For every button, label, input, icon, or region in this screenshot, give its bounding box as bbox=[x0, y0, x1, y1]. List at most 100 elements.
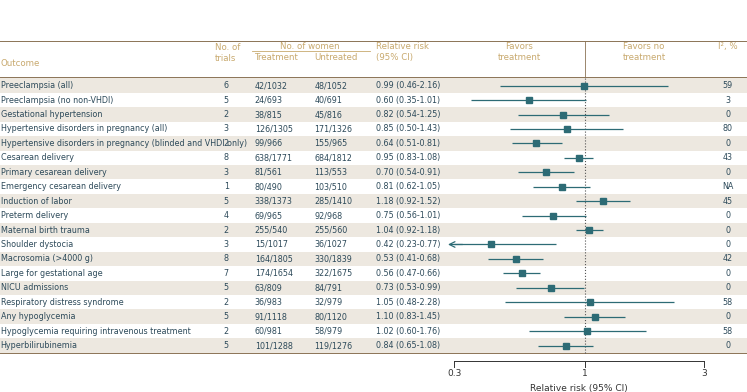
Text: Untreated: Untreated bbox=[314, 53, 358, 62]
Text: 5: 5 bbox=[224, 96, 229, 105]
Text: 99/966: 99/966 bbox=[255, 139, 283, 148]
Text: Any hypoglycemia: Any hypoglycemia bbox=[1, 312, 75, 321]
Text: Cesarean delivery: Cesarean delivery bbox=[1, 153, 74, 162]
Text: 0: 0 bbox=[725, 168, 730, 177]
Text: 1: 1 bbox=[224, 182, 229, 191]
Text: Relative risk: Relative risk bbox=[376, 42, 429, 51]
Text: 8: 8 bbox=[224, 153, 229, 162]
Text: Hypertensive disorders in pregnancy (all): Hypertensive disorders in pregnancy (all… bbox=[1, 124, 167, 133]
Text: 174/1654: 174/1654 bbox=[255, 269, 293, 278]
Text: 38/815: 38/815 bbox=[255, 110, 282, 119]
Text: 80: 80 bbox=[722, 124, 733, 133]
Text: 638/1771: 638/1771 bbox=[255, 153, 293, 162]
Text: 2: 2 bbox=[224, 225, 229, 234]
Text: 0: 0 bbox=[725, 240, 730, 249]
Bar bbox=[0, 78, 747, 93]
Text: 103/510: 103/510 bbox=[314, 182, 347, 191]
Text: 92/968: 92/968 bbox=[314, 211, 343, 220]
Text: 0: 0 bbox=[725, 139, 730, 148]
Text: 0: 0 bbox=[725, 283, 730, 292]
Text: 164/1805: 164/1805 bbox=[255, 254, 293, 263]
Text: 338/1373: 338/1373 bbox=[255, 197, 293, 206]
Text: Gestational hypertension: Gestational hypertension bbox=[1, 110, 102, 119]
Text: 48/1052: 48/1052 bbox=[314, 81, 347, 90]
Text: Macrosomia (>4000 g): Macrosomia (>4000 g) bbox=[1, 254, 93, 263]
Text: Hypertensive disorders in pregnancy (blinded and VHDI only): Hypertensive disorders in pregnancy (bli… bbox=[1, 139, 247, 148]
Text: 58: 58 bbox=[722, 298, 733, 307]
Text: 113/553: 113/553 bbox=[314, 168, 347, 177]
Text: 0.84 (0.65-1.08): 0.84 (0.65-1.08) bbox=[376, 341, 440, 350]
Text: NICU admissions: NICU admissions bbox=[1, 283, 68, 292]
Text: 0: 0 bbox=[725, 211, 730, 220]
Text: 126/1305: 126/1305 bbox=[255, 124, 293, 133]
Text: 63/809: 63/809 bbox=[255, 283, 282, 292]
Text: (95% CI): (95% CI) bbox=[376, 53, 413, 62]
Text: 1.04 (0.92-1.18): 1.04 (0.92-1.18) bbox=[376, 225, 440, 234]
Text: 6: 6 bbox=[224, 81, 229, 90]
Text: Large for gestational age: Large for gestational age bbox=[1, 269, 102, 278]
Text: 36/983: 36/983 bbox=[255, 298, 282, 307]
Text: 0.53 (0.41-0.68): 0.53 (0.41-0.68) bbox=[376, 254, 440, 263]
Text: Induction of labor: Induction of labor bbox=[1, 197, 72, 206]
Text: 1.10 (0.83-1.45): 1.10 (0.83-1.45) bbox=[376, 312, 440, 321]
Text: 5: 5 bbox=[224, 283, 229, 292]
Text: 1.18 (0.92-1.52): 1.18 (0.92-1.52) bbox=[376, 197, 440, 206]
Text: 0.64 (0.51-0.81): 0.64 (0.51-0.81) bbox=[376, 139, 440, 148]
Text: 0: 0 bbox=[725, 341, 730, 350]
Text: 42: 42 bbox=[722, 254, 733, 263]
Text: 3: 3 bbox=[701, 369, 707, 378]
Text: 0.73 (0.53-0.99): 0.73 (0.53-0.99) bbox=[376, 283, 440, 292]
Bar bbox=[0, 223, 747, 237]
Text: Primary cesarean delivery: Primary cesarean delivery bbox=[1, 168, 107, 177]
Text: 322/1675: 322/1675 bbox=[314, 269, 353, 278]
Text: No. of women: No. of women bbox=[280, 42, 340, 51]
Text: 0.82 (0.54-1.25): 0.82 (0.54-1.25) bbox=[376, 110, 440, 119]
Text: Shoulder dystocia: Shoulder dystocia bbox=[1, 240, 73, 249]
Text: 84/791: 84/791 bbox=[314, 283, 342, 292]
Text: Emergency cesarean delivery: Emergency cesarean delivery bbox=[1, 182, 121, 191]
Text: Maternal birth trauma: Maternal birth trauma bbox=[1, 225, 90, 234]
Text: 0.95 (0.83-1.08): 0.95 (0.83-1.08) bbox=[376, 153, 440, 162]
Text: 171/1326: 171/1326 bbox=[314, 124, 353, 133]
Text: 0.99 (0.46-2.16): 0.99 (0.46-2.16) bbox=[376, 81, 440, 90]
Text: 60/981: 60/981 bbox=[255, 327, 282, 336]
Text: treatment: treatment bbox=[622, 53, 666, 62]
Text: Favors no: Favors no bbox=[624, 42, 665, 51]
Text: Outcome: Outcome bbox=[1, 59, 40, 68]
Text: treatment: treatment bbox=[498, 53, 541, 62]
Bar bbox=[0, 338, 747, 353]
Text: 80/1120: 80/1120 bbox=[314, 312, 347, 321]
Text: 684/1812: 684/1812 bbox=[314, 153, 353, 162]
Bar bbox=[0, 309, 747, 324]
Text: Preterm delivery: Preterm delivery bbox=[1, 211, 68, 220]
Text: 8: 8 bbox=[224, 254, 229, 263]
Bar bbox=[0, 107, 747, 122]
Text: No. of: No. of bbox=[215, 43, 241, 52]
Text: 91/1118: 91/1118 bbox=[255, 312, 288, 321]
Text: 255/560: 255/560 bbox=[314, 225, 348, 234]
Bar bbox=[0, 165, 747, 180]
Text: 45/816: 45/816 bbox=[314, 110, 342, 119]
Text: Favors: Favors bbox=[506, 42, 533, 51]
Bar bbox=[0, 281, 747, 295]
Text: 58: 58 bbox=[722, 327, 733, 336]
Text: 24/693: 24/693 bbox=[255, 96, 282, 105]
Text: 0.56 (0.47-0.66): 0.56 (0.47-0.66) bbox=[376, 269, 440, 278]
Text: 81/561: 81/561 bbox=[255, 168, 282, 177]
Text: Preeclampsia (all): Preeclampsia (all) bbox=[1, 81, 73, 90]
Text: 5: 5 bbox=[224, 341, 229, 350]
Text: 4: 4 bbox=[224, 211, 229, 220]
Text: 5: 5 bbox=[224, 312, 229, 321]
Text: 2: 2 bbox=[224, 327, 229, 336]
Text: Hypoglycemia requiring intravenous treatment: Hypoglycemia requiring intravenous treat… bbox=[1, 327, 190, 336]
Bar bbox=[0, 252, 747, 266]
Bar bbox=[0, 194, 747, 209]
Text: Hyperbilirubinemia: Hyperbilirubinemia bbox=[1, 341, 78, 350]
Text: 0: 0 bbox=[725, 110, 730, 119]
Text: 3: 3 bbox=[224, 168, 229, 177]
Text: 32/979: 32/979 bbox=[314, 298, 343, 307]
Text: 58/979: 58/979 bbox=[314, 327, 343, 336]
Text: trials: trials bbox=[215, 54, 237, 63]
Text: Respiratory distress syndrome: Respiratory distress syndrome bbox=[1, 298, 123, 307]
Text: 43: 43 bbox=[722, 153, 733, 162]
